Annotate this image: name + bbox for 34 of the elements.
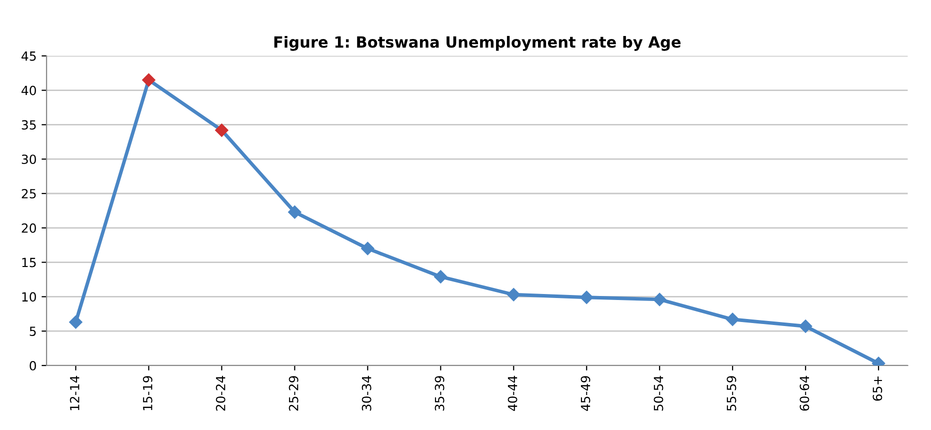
point [507, 288, 520, 302]
y-tick-label: 40 [22, 86, 36, 96]
y-tick-label: 5 [30, 326, 36, 336]
point [361, 242, 374, 256]
x-tick-label: 15-19 [142, 376, 152, 410]
x-tick-label: 55-59 [726, 376, 736, 411]
x-tick-label: 25-29 [288, 376, 298, 411]
y-tick-label: 45 [22, 52, 36, 61]
point [142, 73, 156, 87]
y-tick-label: 10 [22, 292, 36, 302]
x-tick-label: 45-49 [580, 376, 590, 411]
x-tick-label: 20-24 [216, 376, 226, 411]
x-tick-label: 40-44 [508, 376, 518, 411]
chart-title: Figure 1: Botswana Unemployment rate by Age [274, 36, 681, 51]
y-tick-label: 15 [22, 258, 36, 268]
point [580, 290, 594, 304]
y-tick-label: 0 [30, 360, 36, 370]
x-tick-label: 65+ [872, 376, 882, 401]
y-tick-label: 25 [22, 188, 36, 198]
y-tick-label: 35 [22, 120, 36, 130]
x-tick-label: 35-39 [434, 376, 444, 411]
x-tick-label: 60-64 [800, 376, 810, 411]
point [69, 316, 82, 329]
x-tick-label: 50-54 [654, 376, 664, 411]
point [798, 320, 812, 333]
x-tick-label: 30-34 [362, 376, 372, 411]
point [434, 270, 448, 284]
y-tick-label: 30 [22, 154, 36, 164]
point [653, 292, 666, 306]
x-tick-label: 12-14 [70, 376, 80, 410]
point [726, 312, 740, 326]
y-tick-label: 20 [22, 223, 36, 233]
point [215, 124, 228, 137]
point [288, 205, 302, 219]
